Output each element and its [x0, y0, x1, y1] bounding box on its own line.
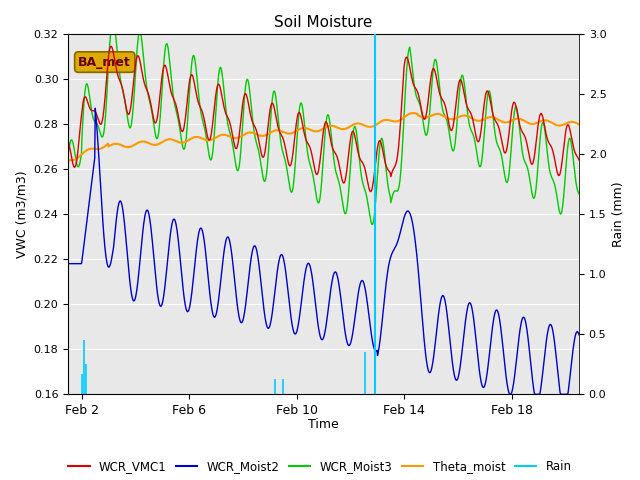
Legend: WCR_VMC1, WCR_Moist2, WCR_Moist3, Theta_moist, Rain: WCR_VMC1, WCR_Moist2, WCR_Moist3, Theta_… — [63, 455, 577, 478]
Text: BA_met: BA_met — [78, 56, 131, 69]
Y-axis label: Rain (mm): Rain (mm) — [612, 181, 625, 247]
Y-axis label: VWC (m3/m3): VWC (m3/m3) — [15, 170, 28, 258]
X-axis label: Time: Time — [308, 419, 339, 432]
Title: Soil Moisture: Soil Moisture — [275, 15, 372, 30]
